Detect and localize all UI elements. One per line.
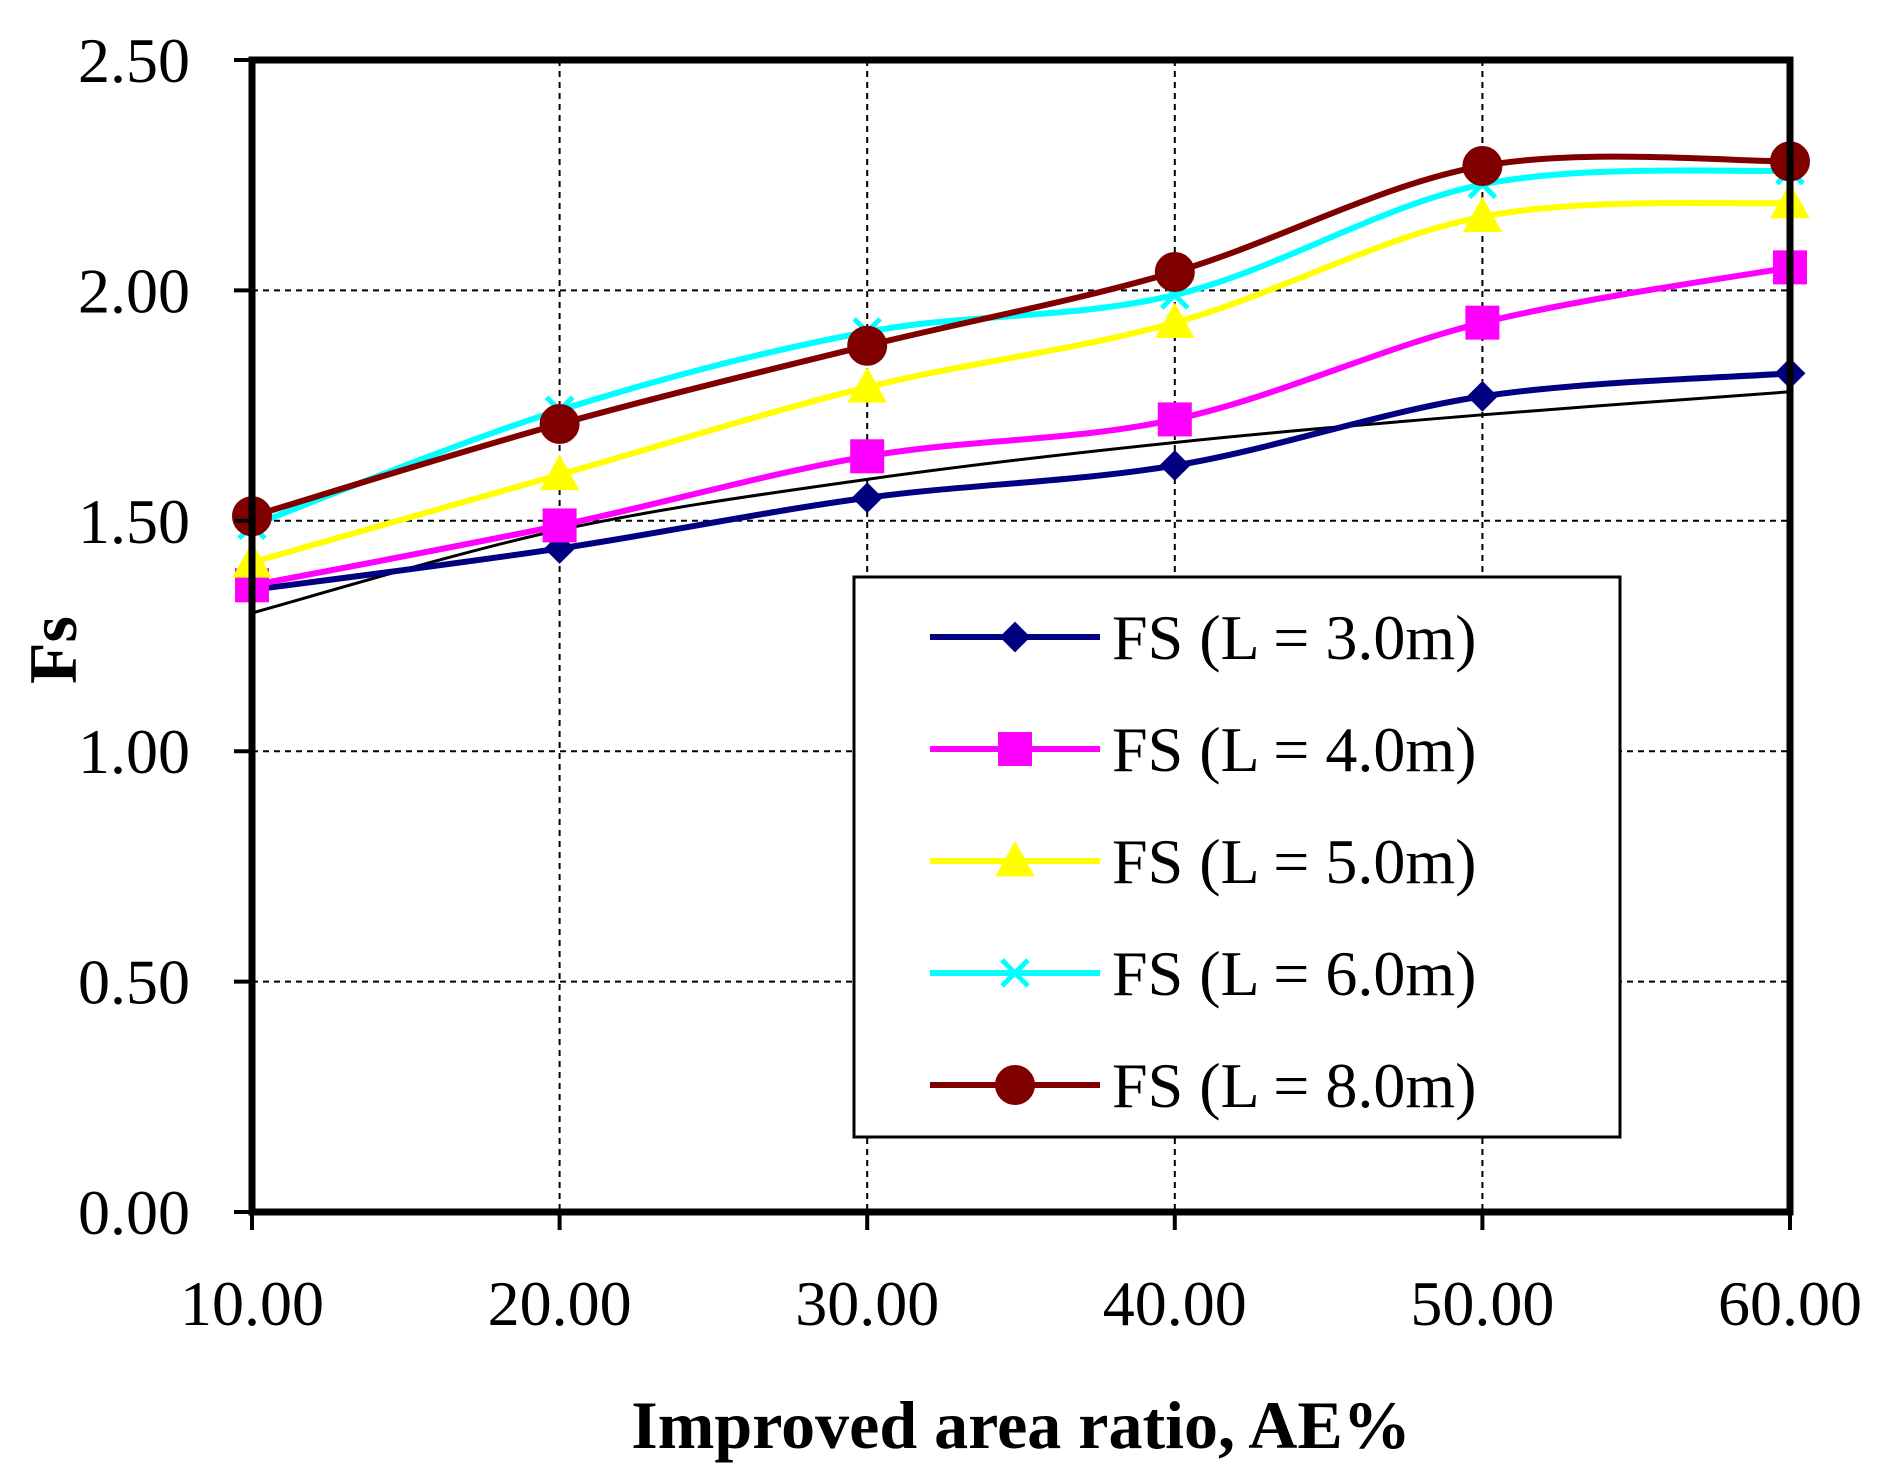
data-point [539, 454, 580, 491]
series-group [232, 141, 1810, 606]
series-5 [232, 141, 1810, 537]
x-tick-label: 50.00 [1410, 1268, 1554, 1339]
data-point [542, 508, 577, 543]
legend-marker [998, 732, 1032, 766]
legend-label: FS (L = 4.0m) [1112, 714, 1476, 785]
legend-label: FS (L = 3.0m) [1112, 602, 1476, 673]
data-point [1157, 402, 1192, 437]
x-tick-label: 60.00 [1718, 1268, 1862, 1339]
trendline-curve [251, 390, 1791, 615]
data-point [851, 482, 883, 514]
plot-frame [248, 56, 1794, 1216]
y-tick-label: 0.50 [78, 947, 190, 1018]
legend-item: FS (L = 8.0m) [930, 1050, 1476, 1121]
legend-marker [995, 840, 1035, 877]
data-point [539, 404, 580, 445]
y-axis: 0.00 0.50 1.00 1.50 2.00 2.50 [78, 25, 252, 1248]
y-tick-label: 2.50 [78, 25, 190, 96]
series-line [251, 153, 1791, 520]
legend-label: FS (L = 6.0m) [1112, 938, 1476, 1009]
legend-item: FS (L = 5.0m) [930, 826, 1476, 897]
x-tick-label: 30.00 [795, 1268, 939, 1339]
data-point [1155, 302, 1195, 339]
x-tick-label: 40.00 [1103, 1268, 1247, 1339]
legend: FS (L = 3.0m) FS (L = 4.0m) FS (L = 5.0m) F… [852, 575, 1622, 1139]
data-point [847, 367, 887, 403]
data-point [1462, 196, 1503, 233]
y-axis-title: Fs [15, 616, 91, 684]
trendline [251, 390, 1791, 615]
x-axis: 10.00 20.00 30.00 40.00 50.00 60.00 [180, 1212, 1862, 1339]
data-point [1154, 251, 1195, 292]
series-line [251, 199, 1791, 566]
series-line [250, 167, 1791, 529]
legend-item: FS (L = 4.0m) [930, 714, 1476, 785]
y-tick-label: 2.00 [78, 255, 190, 326]
legend-marker [1000, 958, 1030, 988]
y-tick-label: 0.00 [78, 1177, 190, 1248]
legend-box [852, 575, 1622, 1139]
data-point [850, 439, 885, 474]
data-point [1462, 145, 1503, 186]
y-tick-label: 1.00 [78, 716, 190, 787]
legend-marker [995, 1065, 1035, 1105]
legend-marker [999, 621, 1031, 653]
data-point [847, 325, 888, 366]
y-tick-label: 1.50 [78, 486, 190, 557]
data-point [1159, 450, 1191, 481]
x-tick-label: 20.00 [488, 1268, 632, 1339]
series-line [251, 370, 1791, 593]
x-axis-title: Improved area ratio, AE% [631, 1387, 1410, 1463]
series-1 [236, 357, 1806, 606]
x-tick-label: 10.00 [180, 1268, 324, 1339]
legend-label: FS (L = 8.0m) [1112, 1050, 1476, 1121]
series-2 [235, 250, 1807, 603]
data-point [1465, 305, 1500, 340]
series-3 [232, 182, 1810, 578]
data-point [1466, 380, 1498, 412]
legend-item: FS (L = 3.0m) [930, 602, 1476, 673]
legend-label: FS (L = 5.0m) [1112, 826, 1476, 897]
series-line [251, 264, 1791, 589]
legend-item: FS (L = 6.0m) [930, 938, 1476, 1009]
